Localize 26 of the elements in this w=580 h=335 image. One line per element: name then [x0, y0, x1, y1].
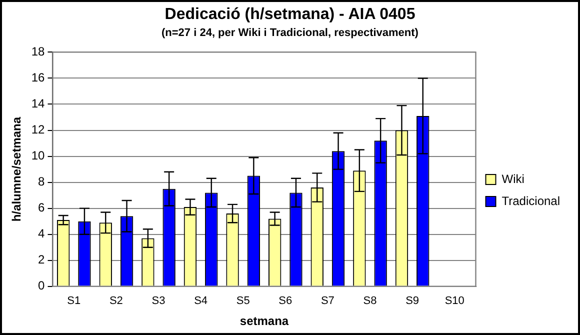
y-tick-label: 4: [38, 226, 46, 241]
x-tick-label: S4: [194, 295, 208, 308]
y-tick-label: 10: [31, 148, 46, 163]
x-tick-label: S10: [444, 295, 464, 308]
y-tick-label: 14: [31, 96, 46, 111]
legend-label: Tradicional: [502, 194, 560, 208]
x-axis-title: setmana: [240, 314, 289, 328]
y-tick-label: 2: [38, 252, 46, 267]
x-tick-label: S9: [406, 295, 420, 308]
chart-title: Dedicació (h/setmana) - AIA 0405: [164, 6, 416, 24]
x-tick-label: S6: [278, 295, 292, 308]
x-tick-label: S7: [320, 295, 334, 308]
y-axis-title: h/alumne/setmana: [10, 116, 24, 222]
x-tick-label: S8: [363, 295, 377, 308]
y-tick-label: 6: [38, 200, 46, 215]
x-tick-label: S5: [236, 295, 250, 308]
x-tick-label: S3: [152, 295, 166, 308]
legend-label: Wiki: [502, 172, 524, 186]
y-tick-label: 12: [31, 122, 46, 137]
y-tick-label: 0: [38, 278, 46, 293]
chart-subtitle: (n=27 i 24, per Wiki i Tradicional, respectivament): [160, 27, 420, 39]
x-tick-label: S2: [109, 295, 123, 308]
y-tick-label: 16: [31, 70, 46, 85]
y-tick-label: 18: [31, 44, 46, 59]
x-tick-label: S1: [67, 295, 81, 308]
y-tick-label: 8: [38, 174, 46, 189]
